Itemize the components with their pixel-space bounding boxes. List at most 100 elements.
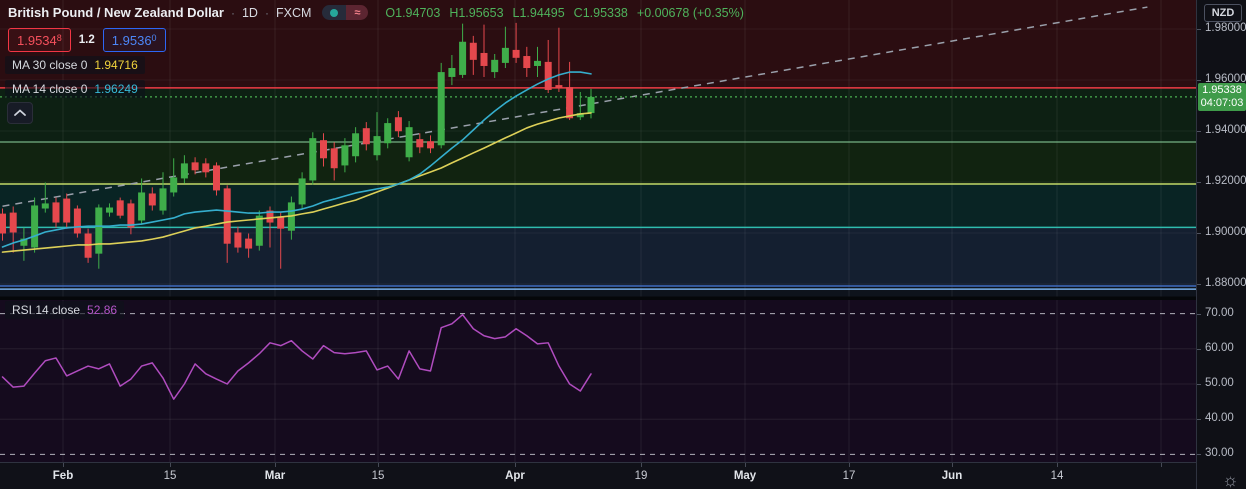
time-tick-label: 19 — [634, 470, 648, 482]
candle — [202, 163, 210, 173]
candle — [405, 127, 413, 158]
candle — [255, 215, 263, 246]
symbol-title[interactable]: British Pound / New Zealand Dollar — [8, 5, 224, 20]
rsi-tickmark — [1197, 348, 1201, 350]
candle — [213, 165, 220, 191]
price-tick-label: 1.88000 — [1205, 277, 1246, 289]
candle — [491, 59, 499, 73]
ma30-legend[interactable]: MA 30 close 0 1.94716 — [5, 56, 145, 74]
candle — [384, 123, 392, 144]
price-zone — [0, 0, 1196, 88]
price-chart-canvas[interactable] — [0, 0, 1196, 462]
exchange-label: FXCM — [275, 5, 312, 20]
candle — [416, 139, 424, 148]
time-tick-label: May — [733, 470, 757, 482]
theme-sun-icon[interactable]: ☼ — [1222, 470, 1239, 489]
price-tickmark — [1197, 131, 1201, 132]
time-tick-label: 17 — [842, 470, 856, 482]
candle — [41, 203, 49, 209]
time-tick-label: 15 — [163, 470, 177, 482]
rsi-tick-label: 40.00 — [1205, 412, 1234, 425]
chevron-up-icon — [14, 109, 26, 116]
interval-label[interactable]: 1D — [241, 5, 258, 20]
candle — [427, 141, 434, 149]
candle — [52, 202, 60, 223]
candle — [555, 85, 563, 88]
candle — [362, 128, 370, 145]
price-tickmark — [1197, 233, 1201, 234]
time-axis[interactable]: Feb 15 Mar 15 Apr 19 May 17 Jun 14 — [0, 462, 1246, 489]
candle — [116, 200, 124, 216]
price-zone — [0, 87, 1196, 142]
candle — [127, 203, 135, 228]
quote-panel: 1.95348 1.2 1.95360 — [8, 28, 166, 52]
ohlc-readout: O1.94703 H1.95653 L1.94495 C1.95338 +0.0… — [385, 5, 744, 20]
rsi-tickmark — [1197, 384, 1201, 385]
price-tick-label: 1.94000 — [1205, 124, 1246, 136]
price-zone — [0, 286, 1196, 299]
candle — [0, 213, 6, 234]
candle — [73, 208, 81, 234]
price-zone — [0, 141, 1196, 185]
rsi-value: 52.86 — [87, 303, 118, 317]
candle — [31, 205, 39, 248]
time-tickmark — [63, 463, 64, 467]
market-status-toggle[interactable]: ≈ — [322, 5, 369, 20]
candle — [180, 163, 188, 179]
candle — [95, 207, 103, 254]
rsi-tick-label: 70.00 — [1205, 306, 1234, 319]
time-tickmark — [1161, 463, 1162, 467]
candle — [587, 96, 595, 114]
candle — [138, 192, 146, 221]
candle — [223, 188, 231, 244]
spread-label: 1.2 — [78, 34, 95, 46]
candle — [234, 232, 242, 248]
sell-button[interactable]: 1.95348 — [8, 28, 71, 52]
candle — [394, 117, 402, 132]
time-tickmark — [170, 463, 171, 467]
ma14-label: MA 14 close 0 — [12, 82, 88, 96]
ma14-legend[interactable]: MA 14 close 0 1.96249 — [5, 80, 145, 98]
price-tickmark — [1197, 182, 1201, 183]
last-price-badge: 1.95338 04:07:03 — [1198, 82, 1246, 111]
candle — [309, 138, 317, 181]
rsi-label: RSI 14 close — [12, 303, 81, 317]
ma14-line — [1, 71, 592, 248]
time-tick-label: Mar — [264, 470, 286, 482]
time-tick-label: 15 — [371, 470, 385, 482]
candle — [20, 238, 28, 246]
time-tickmark — [641, 463, 642, 467]
candle — [277, 216, 285, 229]
time-tick-label: Feb — [52, 470, 74, 482]
price-tick-label: 1.90000 — [1205, 226, 1246, 238]
candle — [191, 162, 199, 171]
rsi-tick-label: 60.00 — [1205, 341, 1234, 354]
collapse-legend-button[interactable] — [7, 102, 33, 124]
price-tick-label: 1.92000 — [1205, 175, 1246, 187]
time-tick-label: Apr — [505, 470, 525, 482]
rsi-tickmark — [1197, 419, 1201, 421]
ma30-value: 1.94716 — [94, 58, 138, 72]
separator-dot: · — [230, 5, 235, 20]
candle — [469, 42, 477, 60]
candle — [534, 60, 541, 66]
candle — [159, 188, 167, 211]
price-axis[interactable]: NZD 1.98000 1.96000 1.94000 1.92000 1.90000 1… — [1196, 0, 1246, 489]
candle — [170, 177, 178, 193]
buy-button[interactable]: 1.95360 — [102, 28, 166, 52]
candle — [480, 52, 488, 66]
candle — [373, 136, 381, 156]
candle — [459, 41, 467, 75]
candle — [576, 113, 584, 118]
price-zone — [0, 227, 1196, 287]
currency-toggle[interactable]: NZD — [1204, 4, 1242, 22]
ma30-line — [1, 112, 592, 253]
chart-legend-header: British Pound / New Zealand Dollar · 1D … — [8, 5, 744, 20]
last-price-value: 1.95338 — [1202, 83, 1242, 96]
candle — [320, 140, 327, 159]
rsi-legend[interactable]: RSI 14 close 52.86 — [5, 301, 125, 319]
price-tick-label: 1.98000 — [1205, 22, 1246, 34]
time-tickmark — [745, 463, 746, 467]
candle — [544, 61, 552, 90]
